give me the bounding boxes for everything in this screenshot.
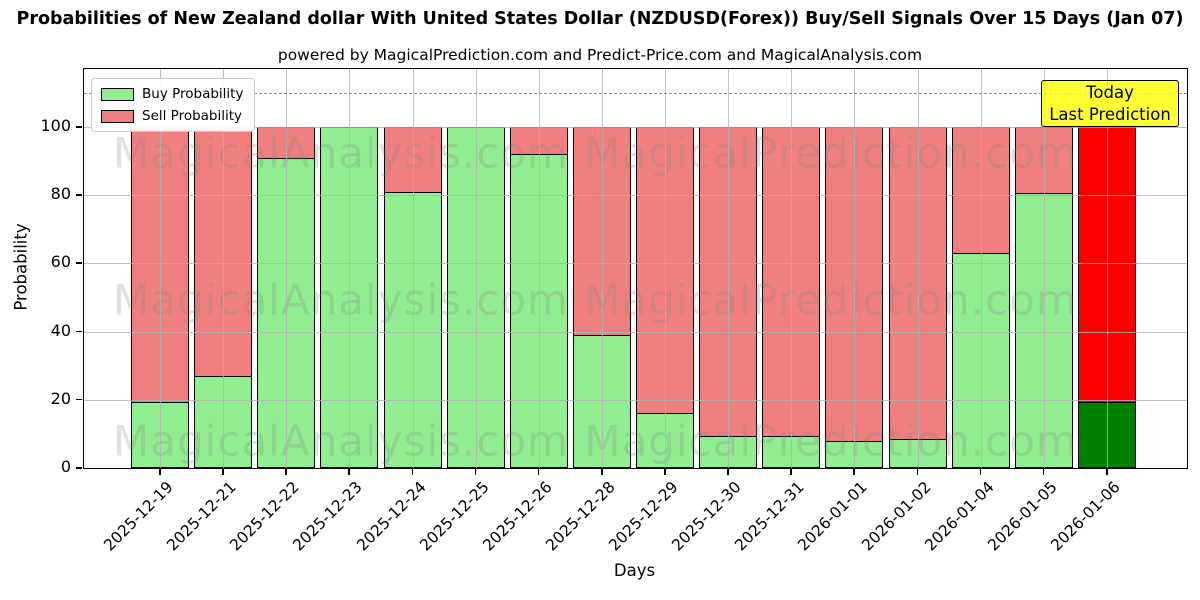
y-tick-label: 100	[40, 115, 71, 135]
x-tick-mark	[474, 469, 477, 475]
x-tick-mark	[664, 469, 666, 475]
chart-subtitle: powered by MagicalPrediction.com and Pre…	[277, 46, 923, 64]
vertical-gridline	[223, 69, 225, 468]
watermark-left: MagicalAnalysis.com	[113, 416, 569, 466]
horizontal-gridline	[84, 195, 1187, 197]
legend-buy-label: Buy Probability	[142, 86, 244, 102]
watermark-left: MagicalAnalysis.com	[113, 275, 569, 325]
watermark-right: MagicalPrediction.com	[584, 416, 1078, 466]
vertical-gridline	[286, 69, 288, 468]
chart-title: Probabilities of New Zealand dollar With…	[16, 9, 1184, 29]
horizontal-gridline	[84, 126, 1187, 128]
x-tick-mark	[790, 469, 792, 475]
vertical-gridline	[665, 69, 667, 468]
watermark-right: MagicalPrediction.com	[584, 128, 1078, 178]
y-tick-mark	[76, 125, 82, 128]
y-tick-label: 40	[50, 320, 71, 340]
x-tick-mark	[600, 469, 603, 475]
x-tick-mark	[348, 469, 350, 475]
x-tick-mark	[1105, 469, 1108, 475]
x-tick-mark	[853, 469, 856, 475]
dashed-guide-line	[84, 92, 1187, 94]
y-tick-label: 80	[50, 184, 71, 204]
legend-item-sell: Sell Probability	[101, 108, 243, 124]
vertical-gridline	[538, 69, 540, 468]
plot-area: Buy Probability Sell Probability Today L…	[83, 68, 1188, 469]
chart-legend: Buy Probability Sell Probability	[91, 78, 256, 132]
vertical-gridline	[1106, 69, 1108, 468]
x-tick-mark	[1042, 469, 1045, 475]
x-tick-mark	[537, 469, 540, 475]
vertical-gridline	[854, 69, 856, 468]
y-tick-mark	[76, 262, 82, 264]
horizontal-gridline	[84, 263, 1187, 265]
sell-color-swatch	[101, 109, 134, 123]
vertical-gridline	[412, 69, 414, 468]
x-tick-mark	[285, 469, 287, 475]
y-tick-mark	[76, 398, 82, 401]
horizontal-gridline	[84, 331, 1187, 333]
x-axis-title: Days	[613, 561, 656, 580]
watermark-left: MagicalAnalysis.com	[113, 128, 569, 178]
x-tick-mark	[916, 469, 919, 475]
x-tick-mark	[727, 469, 729, 475]
vertical-gridline	[791, 69, 793, 468]
x-tick-mark	[222, 469, 224, 475]
vertical-gridline	[160, 69, 161, 468]
vertical-gridline	[917, 69, 919, 468]
y-tick-mark	[76, 467, 82, 469]
x-tick-mark	[411, 469, 414, 475]
y-tick-label: 0	[60, 457, 71, 476]
y-tick-label: 20	[50, 388, 71, 408]
today-annotation: Today Last Prediction	[1041, 80, 1179, 127]
vertical-gridline	[349, 69, 351, 468]
horizontal-gridline	[84, 399, 1187, 401]
vertical-gridline	[601, 69, 603, 468]
today-annotation-line2: Last Prediction	[1049, 105, 1171, 124]
watermark-right: MagicalPrediction.com	[584, 275, 1078, 325]
today-annotation-line1: Today	[1086, 83, 1134, 102]
y-tick-mark	[76, 330, 82, 333]
legend-item-buy: Buy Probability	[101, 86, 243, 102]
buy-color-swatch	[101, 87, 134, 101]
y-tick-mark	[76, 194, 82, 196]
y-tick-label: 60	[50, 252, 71, 272]
legend-sell-label: Sell Probability	[142, 108, 243, 124]
x-tick-mark	[159, 469, 161, 475]
vertical-gridline	[1043, 69, 1045, 468]
vertical-gridline	[980, 69, 982, 468]
vertical-gridline	[475, 69, 477, 468]
vertical-gridline	[728, 69, 730, 468]
x-tick-mark	[979, 469, 982, 475]
